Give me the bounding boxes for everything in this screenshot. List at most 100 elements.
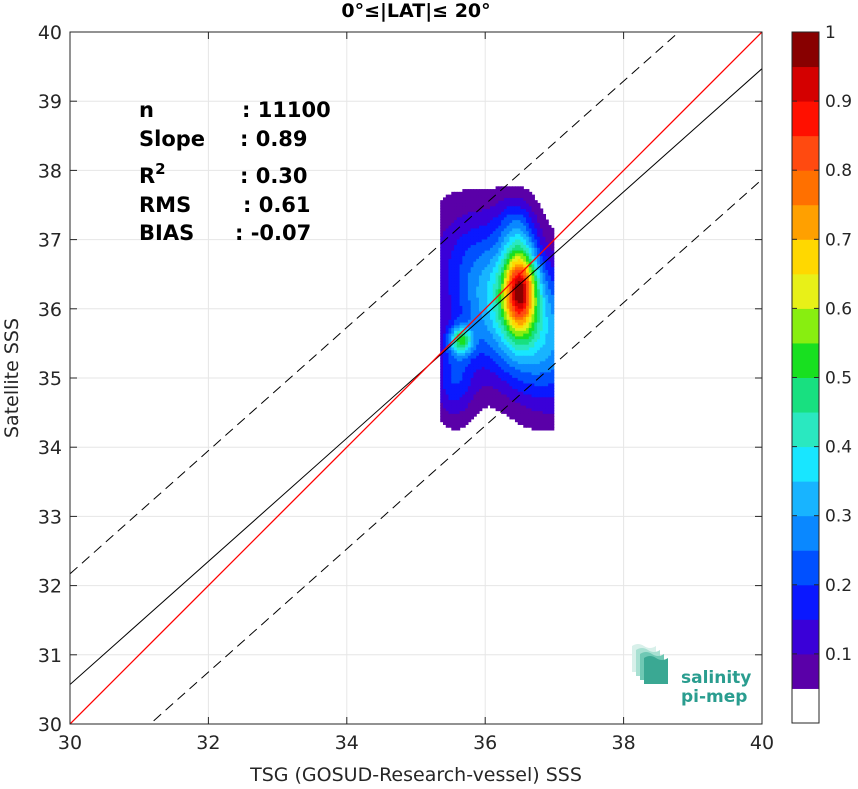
density-cell [478,349,483,353]
density-contours [440,186,555,431]
density-cell [487,338,491,342]
density-cell [509,333,513,337]
density-cell [503,357,508,362]
density-cell [492,227,497,232]
density-cell [539,421,544,425]
density-cell [520,233,524,237]
density-cell [548,396,552,401]
density-cell [509,399,513,403]
density-cell [467,377,472,381]
density-cell [487,283,491,287]
density-cell [509,305,513,309]
density-cell [476,316,480,320]
density-cell [517,335,522,340]
density-cell [462,382,466,387]
density-cell [531,407,535,412]
density-cell [442,266,447,270]
density-cell [451,310,455,315]
density-cell [442,363,447,367]
density-cell [539,388,544,392]
density-cell [442,299,447,304]
density-cell [490,191,494,196]
density-cell [490,382,494,387]
density-cell [470,321,475,326]
density-cell [462,344,466,348]
density-cell [478,280,483,284]
density-cell [473,274,477,279]
density-cell [531,341,535,345]
density-cell [523,402,527,406]
density-cell [534,238,538,243]
x-tick-label: 34 [335,732,359,754]
density-cell [526,202,530,207]
density-cell [470,266,475,270]
density-cell [484,208,488,212]
density-cell [534,363,538,367]
density-cell [495,349,499,353]
density-cell [550,285,555,290]
density-cell [523,261,527,265]
density-cell [448,313,452,318]
density-cell [473,280,477,284]
density-cell [548,333,552,337]
density-cell [445,302,450,306]
density-cell [448,319,452,323]
density-cell [503,410,508,414]
density-cell [448,396,452,401]
density-cell [440,324,444,329]
density-cell [509,313,513,318]
density-cell [501,247,505,251]
density-cell [484,302,488,306]
density-cell [456,427,461,431]
density-cell [456,327,461,331]
density-cell [440,330,444,334]
density-cell [506,313,511,318]
density-cell [545,255,549,259]
density-cell [498,189,502,193]
density-cell [445,363,450,367]
density-cell [550,263,555,268]
density-cell [526,413,530,417]
density-cell [465,222,469,226]
density-cell [548,297,552,301]
density-cell [478,330,483,334]
density-cell [495,208,499,212]
density-cell [517,227,522,232]
density-cell [456,285,461,290]
density-cell [462,391,466,395]
density-cell [484,363,488,367]
density-cell [481,297,486,301]
density-cell [454,200,458,204]
density-cell [462,335,466,340]
density-cell [542,371,547,376]
density-cell [478,233,483,237]
density-cell [492,396,497,401]
density-cell [459,280,463,284]
density-cell [462,227,466,232]
density-cell [526,194,530,198]
density-cell [470,308,475,312]
density-cell [440,269,444,273]
density-cell [492,219,497,223]
density-cell [509,308,513,312]
density-cell [451,244,455,248]
density-cell [442,391,447,395]
density-cell [492,341,497,345]
density-cell [490,241,494,246]
density-cell [545,413,549,417]
density-cell [481,266,486,270]
density-cell [448,404,452,409]
density-cell [509,352,513,356]
density-cell [512,360,516,365]
density-cell [481,272,486,276]
density-cell [495,399,499,403]
density-cell [473,216,477,221]
density-cell [442,291,447,295]
density-cell [528,402,533,406]
density-cell [492,200,497,204]
density-cell [484,252,488,257]
density-cell [548,285,552,290]
density-cell [473,388,477,392]
density-cell [473,252,477,257]
density-cell [506,263,511,268]
